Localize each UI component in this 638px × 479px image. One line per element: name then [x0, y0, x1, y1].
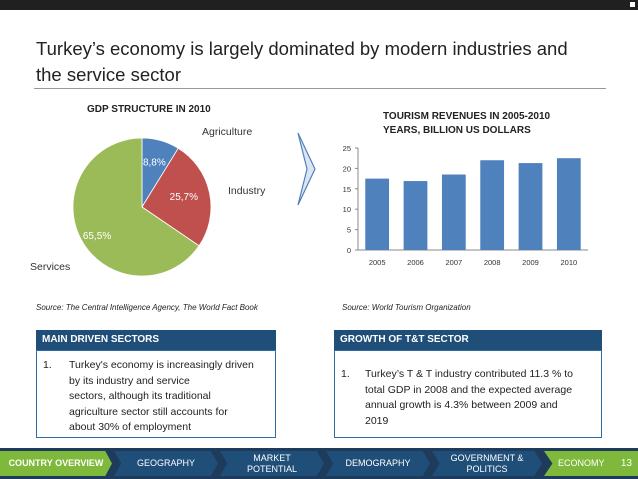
chevron-right-icon: [297, 132, 316, 206]
text-line: sectors, although its traditional: [69, 390, 211, 402]
growth-box: 1. Turkey’s T & T industry contributed 1…: [334, 350, 602, 438]
main-sectors-box: 1. Turkey's economy is increasingly driv…: [36, 350, 276, 438]
x-tick-label: 2006: [407, 258, 424, 267]
corner-square: [630, 2, 635, 7]
bar-2009: [518, 163, 543, 250]
x-tick-label: 2008: [484, 258, 501, 267]
x-tick-label: 2007: [445, 258, 462, 267]
main-sectors-header: MAIN DRIVEN SECTORS: [36, 330, 276, 350]
pie-category-label: Industry: [228, 185, 266, 197]
text-line: agriculture sector still accounts for: [69, 405, 228, 418]
text-line: annual growth is 4.3% between 2009 and: [365, 399, 558, 411]
x-tick-label: 2009: [522, 258, 539, 267]
pie-slice-industry: [141, 147, 212, 247]
y-tick-label: 20: [343, 164, 351, 173]
pie-value-label: 65,5%: [83, 231, 111, 242]
pie-value-label: 8,8%: [143, 157, 166, 168]
text-line: Turkey’s T & T industry contributed 11.3…: [365, 368, 573, 380]
x-tick-label: 2010: [560, 258, 577, 267]
bar-2007: [441, 174, 466, 250]
nav-country-overview[interactable]: COUNTRY OVERVIEW: [0, 451, 112, 476]
pie-category-label: Agriculture: [202, 126, 252, 138]
bar-2006: [403, 181, 428, 250]
nav-geography[interactable]: GEOGRAPHY: [114, 451, 218, 476]
pie-chart: 8,8% Agriculture 25,7% Industry 65,5% Service…: [30, 126, 266, 277]
top-bar: [0, 0, 638, 10]
x-tick-label: 2005: [369, 258, 386, 267]
nav-economy[interactable]: ECONOMY: [544, 451, 638, 476]
y-tick-label: 5: [347, 226, 351, 235]
source-right: Source: World Tourism Organization: [342, 303, 471, 312]
y-tick-label: 15: [343, 185, 351, 194]
nav-market-potential[interactable]: MARKET POTENTIAL: [220, 451, 324, 476]
growth-text: Turkey’s T & T industry contributed 11.3…: [365, 367, 573, 429]
text-line: total GDP in 2008 and the expected avera…: [365, 383, 573, 396]
arrow-shape: [297, 132, 316, 206]
growth-header: GROWTH OF T&T SECTOR: [334, 330, 602, 350]
y-tick-label: 25: [343, 144, 351, 153]
list-number: 1.: [341, 368, 350, 380]
main-sectors-text: Turkey's economy is increasingly driven …: [69, 358, 254, 436]
y-tick-label: 0: [347, 246, 351, 255]
nav-demography[interactable]: DEMOGRAPHY: [326, 451, 430, 476]
text-line: by its industry and service: [69, 374, 190, 387]
bar-2010: [556, 158, 581, 250]
pie-category-label: Services: [30, 261, 70, 273]
list-number: 1.: [43, 359, 52, 371]
bar-chart-title: TOURISM REVENUES IN 2005-2010 YEARS, BIL…: [383, 111, 551, 136]
y-tick-label: 10: [343, 205, 351, 214]
text-line: about 30% of employment: [69, 421, 191, 433]
text-line: 2019: [365, 414, 389, 427]
nav-government-politics[interactable]: GOVERNMENT & POLITICS: [432, 451, 542, 476]
pie-slice-services: [72, 137, 200, 277]
bar-chart: 0 5 10 15 20 25 2005 2006 2007 2008 2009 2010: [343, 144, 588, 267]
source-left: Source: The Central Intelligence Agency,…: [36, 303, 258, 312]
pie-value-label: 25,7%: [170, 192, 198, 203]
page-number: 13: [620, 458, 632, 469]
slide-title: Turkey’s economy is largely dominated by…: [36, 38, 568, 85]
pie-chart-title: GDP STRUCTURE IN 2010: [87, 104, 211, 115]
text-line: Turkey's economy is increasingly driven: [69, 359, 254, 371]
bar-2008: [480, 160, 505, 250]
title-divider: [34, 88, 606, 89]
bar-2005: [365, 178, 390, 250]
